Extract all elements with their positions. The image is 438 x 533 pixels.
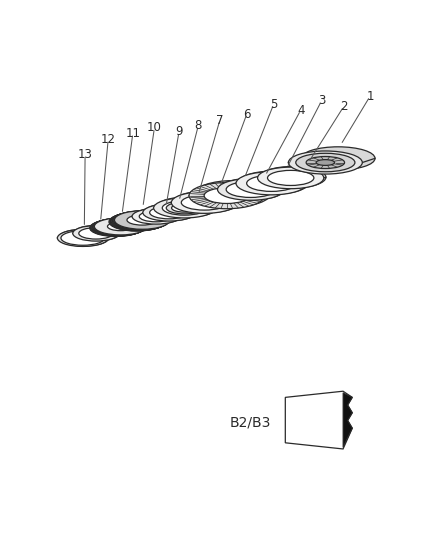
Ellipse shape: [92, 219, 144, 236]
Ellipse shape: [103, 223, 130, 232]
Ellipse shape: [110, 212, 166, 231]
Ellipse shape: [112, 212, 167, 230]
Ellipse shape: [74, 225, 120, 240]
Ellipse shape: [204, 188, 249, 204]
Ellipse shape: [150, 206, 188, 219]
Ellipse shape: [107, 222, 134, 231]
Ellipse shape: [258, 167, 324, 189]
Ellipse shape: [134, 208, 182, 223]
Ellipse shape: [106, 223, 132, 231]
Ellipse shape: [94, 218, 147, 235]
Text: 1: 1: [366, 90, 374, 103]
Ellipse shape: [91, 219, 143, 236]
Ellipse shape: [301, 147, 375, 170]
Ellipse shape: [218, 179, 284, 200]
Ellipse shape: [141, 211, 175, 221]
Ellipse shape: [92, 219, 145, 236]
Ellipse shape: [114, 211, 169, 230]
Ellipse shape: [109, 213, 164, 231]
Ellipse shape: [124, 216, 154, 226]
Ellipse shape: [171, 192, 237, 213]
Ellipse shape: [143, 204, 195, 221]
Text: 13: 13: [78, 148, 92, 161]
Ellipse shape: [104, 223, 131, 232]
Text: 6: 6: [243, 108, 251, 120]
Ellipse shape: [58, 229, 109, 246]
Ellipse shape: [151, 206, 190, 219]
Ellipse shape: [106, 223, 132, 231]
Ellipse shape: [165, 200, 209, 214]
Text: 2: 2: [340, 100, 348, 113]
Ellipse shape: [132, 209, 180, 224]
Ellipse shape: [80, 227, 114, 239]
Ellipse shape: [157, 197, 218, 217]
Ellipse shape: [316, 159, 335, 165]
Ellipse shape: [126, 215, 157, 225]
Ellipse shape: [249, 174, 298, 191]
Ellipse shape: [166, 202, 203, 214]
Ellipse shape: [105, 223, 131, 231]
Ellipse shape: [247, 175, 296, 191]
Ellipse shape: [172, 204, 197, 212]
Ellipse shape: [107, 222, 133, 231]
Ellipse shape: [126, 215, 156, 225]
Ellipse shape: [268, 171, 314, 185]
Ellipse shape: [90, 219, 143, 236]
Ellipse shape: [73, 225, 119, 241]
Ellipse shape: [195, 181, 270, 207]
Ellipse shape: [189, 182, 265, 209]
Text: 9: 9: [175, 125, 183, 138]
Text: 7: 7: [216, 114, 224, 127]
Text: 3: 3: [318, 94, 325, 108]
Ellipse shape: [61, 231, 105, 245]
Ellipse shape: [123, 216, 153, 227]
Ellipse shape: [103, 224, 129, 232]
Ellipse shape: [296, 154, 355, 172]
Ellipse shape: [226, 182, 275, 197]
Ellipse shape: [94, 218, 146, 235]
Text: B2/B3: B2/B3: [230, 415, 272, 429]
Ellipse shape: [144, 204, 197, 221]
Ellipse shape: [270, 169, 316, 185]
Text: 4: 4: [297, 103, 304, 117]
Ellipse shape: [184, 195, 230, 209]
Ellipse shape: [111, 212, 166, 230]
Ellipse shape: [90, 220, 142, 237]
Ellipse shape: [154, 198, 215, 218]
Text: 11: 11: [125, 127, 140, 140]
Ellipse shape: [162, 201, 207, 215]
Ellipse shape: [113, 212, 168, 230]
Text: 8: 8: [194, 119, 202, 132]
Ellipse shape: [127, 215, 157, 225]
Ellipse shape: [110, 212, 165, 231]
Ellipse shape: [260, 166, 326, 188]
Ellipse shape: [219, 178, 285, 200]
Ellipse shape: [57, 230, 108, 246]
Ellipse shape: [306, 157, 345, 168]
Ellipse shape: [113, 211, 169, 230]
Text: 10: 10: [147, 122, 162, 134]
Ellipse shape: [227, 181, 276, 197]
Text: 12: 12: [101, 133, 116, 146]
Ellipse shape: [236, 172, 307, 195]
Polygon shape: [285, 391, 352, 449]
Ellipse shape: [125, 216, 155, 226]
Ellipse shape: [121, 217, 152, 227]
Text: 5: 5: [270, 98, 277, 110]
Ellipse shape: [124, 216, 155, 226]
Ellipse shape: [181, 195, 228, 210]
Polygon shape: [343, 393, 352, 447]
Ellipse shape: [210, 186, 255, 201]
Ellipse shape: [93, 219, 145, 236]
Ellipse shape: [288, 151, 362, 174]
Ellipse shape: [173, 191, 240, 213]
Ellipse shape: [79, 228, 113, 239]
Ellipse shape: [122, 216, 152, 227]
Ellipse shape: [139, 211, 173, 222]
Ellipse shape: [238, 171, 309, 194]
Ellipse shape: [114, 211, 170, 229]
